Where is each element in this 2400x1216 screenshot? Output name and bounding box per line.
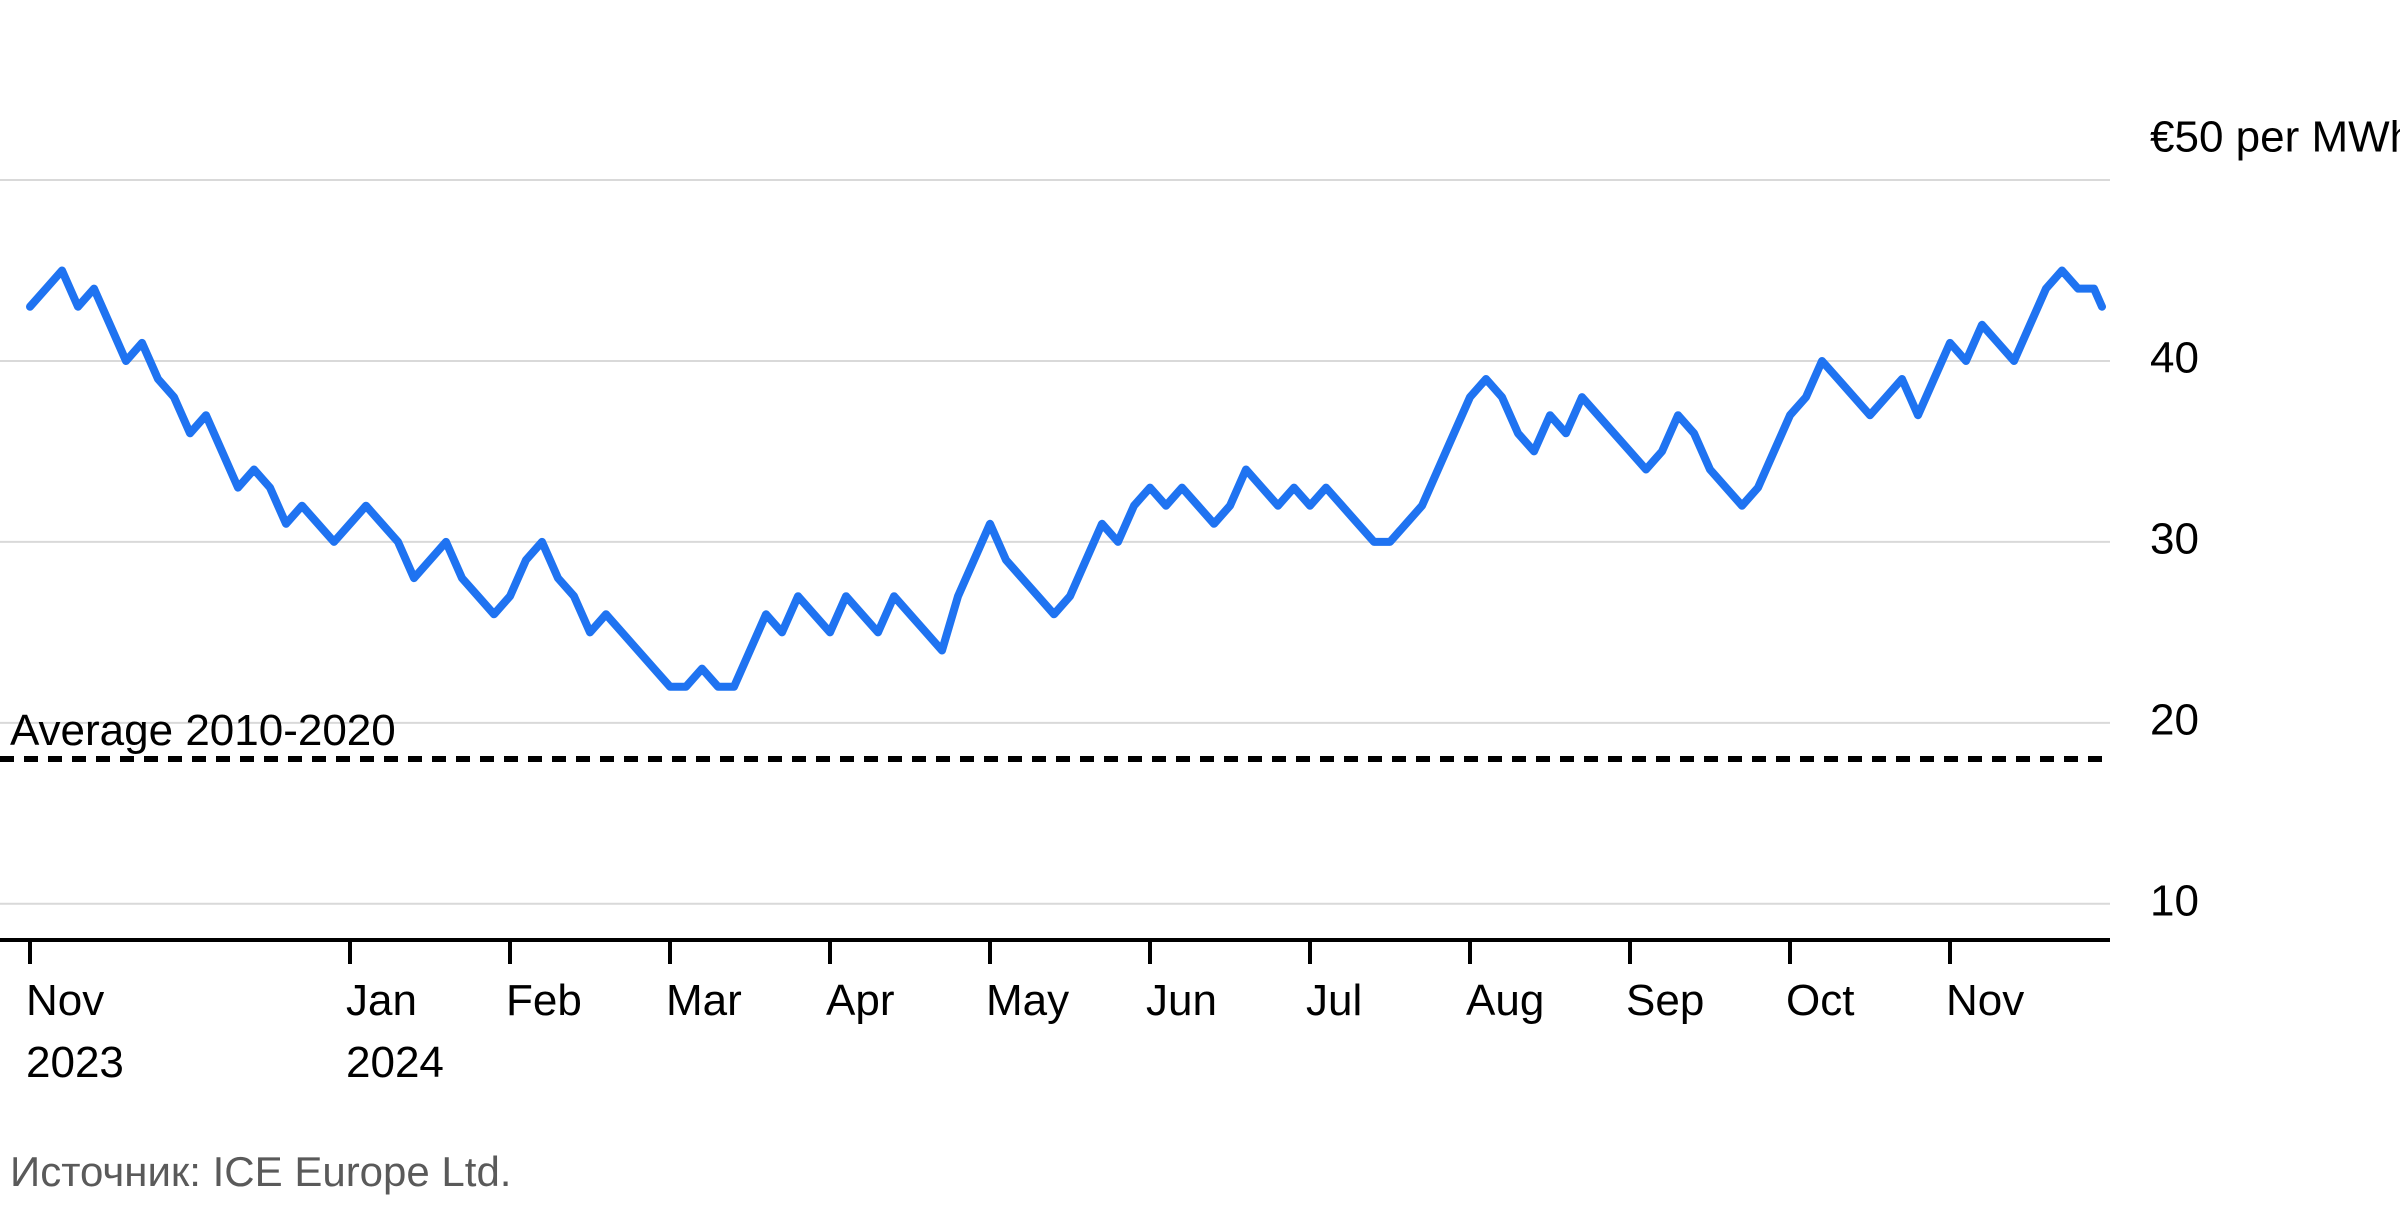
chart-source: Источник: ICE Europe Ltd. [10, 1148, 511, 1195]
x-tick-label: Jul [1306, 976, 1362, 1025]
price-line-chart: Average 2010-2020 Nov 2023 Jan 2024 Feb Mar Apr… [0, 0, 2400, 1216]
x-tick-label: Jun [1146, 976, 1217, 1025]
y-axis-title: €50 per MWh [2150, 113, 2400, 162]
y-tick-label: 40 [2150, 334, 2199, 383]
chart-container: Average 2010-2020 Nov 2023 Jan 2024 Feb Mar Apr… [0, 0, 2400, 1216]
x-tick-year: 2023 [26, 1038, 124, 1087]
x-tick-label: Aug [1466, 976, 1544, 1025]
x-tick-label: Apr [826, 976, 894, 1025]
x-tick-year: 2024 [346, 1038, 444, 1087]
y-tick-label: 30 [2150, 515, 2199, 564]
x-tick-label: Nov [26, 976, 104, 1025]
x-tick-label: Sep [1626, 976, 1704, 1025]
y-tick-label: 20 [2150, 695, 2199, 744]
x-tick-label: Jan [346, 976, 417, 1025]
reference-avg-label: Average 2010-2020 [10, 706, 396, 755]
x-tick-label: Nov [1946, 976, 2024, 1025]
x-tick-label: May [986, 976, 1069, 1025]
x-tick-label: Mar [666, 976, 742, 1025]
x-tick-label: Oct [1786, 976, 1854, 1025]
y-tick-label: 10 [2150, 876, 2199, 925]
x-tick-label: Feb [506, 976, 582, 1025]
